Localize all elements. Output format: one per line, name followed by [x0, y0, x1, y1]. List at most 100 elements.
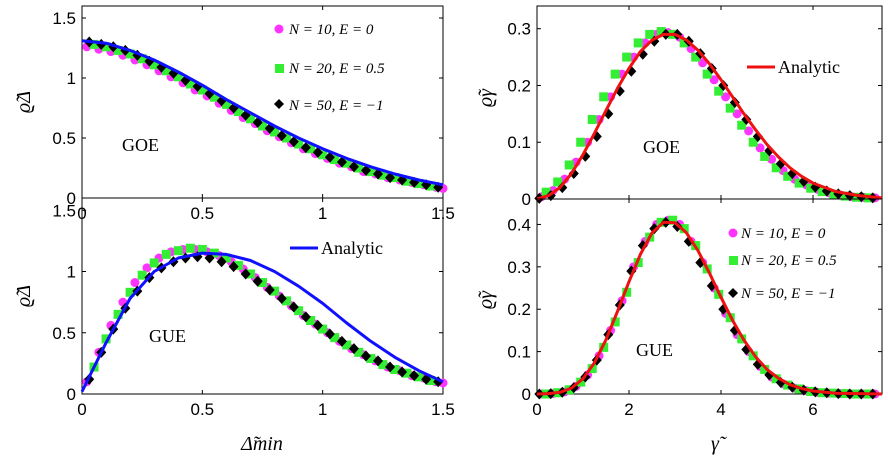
analytic-line	[536, 220, 883, 396]
data-point-square	[622, 52, 632, 62]
x-tick-label: 1	[318, 400, 327, 419]
data-point-diamond	[336, 335, 347, 347]
legend-entry: N = 50, E = −1	[288, 98, 384, 114]
data-point-circle	[732, 109, 742, 119]
y-tick-label: 1.5	[52, 201, 76, 220]
data-point-square	[258, 121, 267, 131]
y-tick-label: 0	[67, 385, 76, 404]
data-point-square	[402, 368, 412, 378]
data-point-diamond	[204, 252, 215, 264]
data-point-diamond	[385, 361, 396, 373]
data-point-square	[270, 286, 280, 296]
data-point-square	[748, 137, 758, 147]
panel-label: GOE	[122, 135, 159, 155]
data-point-square	[342, 158, 352, 168]
panel-label: GUE	[149, 326, 186, 346]
x-tick-label: 4	[716, 400, 725, 419]
plot-frame	[536, 5, 883, 200]
x-tick-label: 0	[77, 400, 86, 419]
x-tick-label: 0.5	[191, 400, 215, 419]
x-axis-label: Δ̃min	[240, 433, 283, 455]
data-point-square	[137, 54, 147, 64]
data-point-square	[149, 60, 159, 70]
data-point-square	[282, 296, 292, 306]
data-point-diamond	[568, 167, 579, 179]
data-point-square	[702, 69, 712, 79]
data-layer	[534, 27, 883, 204]
x-tick-label: 6	[808, 400, 817, 419]
analytic-line	[536, 32, 883, 201]
data-point-square	[668, 215, 678, 225]
data-point-square	[125, 287, 135, 297]
data-point-square	[622, 287, 632, 297]
data-point-circle	[744, 126, 754, 136]
y-tick-label: 0.4	[507, 215, 531, 234]
data-point-square	[366, 167, 376, 177]
y-axis-label: ϱ̃Δ	[13, 285, 35, 307]
data-point-square	[645, 29, 655, 39]
data-point-diamond	[324, 328, 335, 340]
data-point-circle	[767, 154, 777, 164]
data-point-diamond	[324, 151, 335, 163]
data-point-square	[760, 151, 770, 161]
analytic-line	[81, 39, 444, 187]
y-tick-label: 1.5	[52, 9, 76, 28]
legend-marker-circle	[274, 24, 284, 34]
data-point-diamond	[397, 366, 408, 378]
plot-frame	[536, 198, 883, 395]
legend-marker-diamond	[728, 288, 738, 298]
data-point-square	[233, 107, 243, 117]
y-tick-label: 0.2	[507, 300, 531, 319]
data-point-diamond	[288, 301, 299, 313]
data-point-diamond	[557, 182, 568, 194]
analytic-line	[80, 251, 444, 393]
data-point-square	[656, 27, 666, 37]
y-axis-label: ϱ̃γ	[475, 88, 497, 107]
data-point-square	[783, 171, 793, 181]
data-point-circle	[130, 278, 140, 288]
legend: N = 10, E = 0 N = 20, E = 0.5 N = 50, E …	[728, 226, 837, 302]
y-tick-label: 0.3	[507, 258, 531, 277]
data-layer	[81, 36, 448, 193]
data-point-square	[829, 189, 839, 199]
panel-gue-gamma: 0 0.1 0.2 0.3 0.4 0 2 4 6 GUE ϱ̃γ γ̃ N = 10, E =…	[475, 198, 883, 455]
y-tick-label: 0	[522, 385, 531, 404]
data-point-square	[564, 160, 574, 170]
data-point-square	[354, 163, 364, 173]
legend-entry: N = 50, E = −1	[740, 286, 836, 302]
data-point-square	[173, 246, 183, 256]
tick-labels: 00.511.50 0.5 1 1.5	[52, 6, 455, 223]
data-point-diamond	[348, 161, 359, 173]
data-point-square	[714, 86, 724, 96]
legend-marker-square	[729, 256, 738, 265]
data-point-square	[282, 133, 292, 143]
tick-labels: 0 0.1 0.2 0.3 0.4 0 2 4 6	[507, 199, 882, 419]
data-point-square	[270, 127, 280, 137]
data-point-square	[402, 176, 412, 186]
y-axis-label: ϱ̃γ	[475, 290, 497, 309]
data-point-square	[806, 183, 816, 193]
data-point-square	[587, 115, 597, 125]
data-point-square	[576, 137, 586, 147]
data-point-square	[840, 191, 850, 201]
data-point-square	[173, 72, 183, 82]
data-layer	[534, 215, 883, 400]
data-point-square	[209, 92, 219, 102]
tick-labels: 00.511.50 0.5 1 1.5	[52, 198, 455, 419]
data-point-square	[137, 270, 147, 280]
data-point-circle	[755, 143, 765, 153]
data-point-square	[737, 120, 747, 130]
y-tick-label: 0	[67, 189, 76, 208]
data-point-circle	[721, 92, 731, 102]
data-point-diamond	[300, 142, 311, 154]
legend-entry: N = 20, E = 0.5	[740, 253, 837, 269]
data-point-square	[221, 99, 231, 109]
data-point-square	[541, 187, 551, 197]
data-point-square	[633, 38, 643, 48]
data-point-square	[771, 374, 781, 384]
data-point-square	[817, 187, 827, 197]
data-point-diamond	[373, 355, 384, 367]
legend-entry: Analytic	[321, 238, 383, 258]
data-point-square	[553, 177, 563, 187]
